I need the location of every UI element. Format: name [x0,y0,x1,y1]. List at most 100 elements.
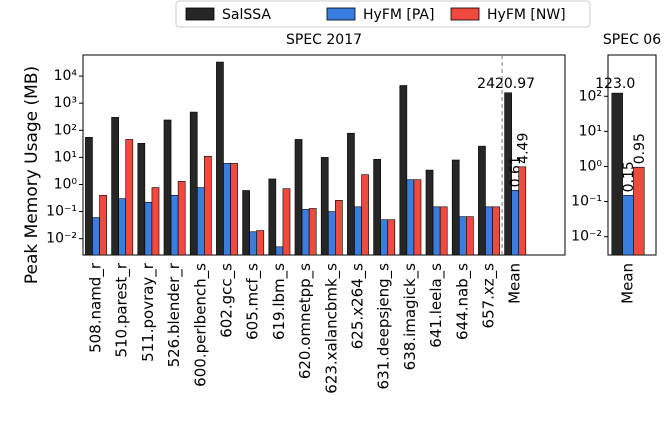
x-tick-label: 619.lbm_s [270,263,289,340]
legend-label: SalSSA [222,7,271,23]
value-label: 4.49 [515,133,531,164]
bar [361,174,369,256]
y-tick-label: 10² [579,88,602,104]
y-tick-label: 10¹ [579,123,602,139]
x-tick-label: 657.xz_s [480,263,499,329]
y-tick-label: 10⁰ [579,158,603,174]
x-tick-label: 631.deepsjeng_s [375,263,394,390]
bar [458,216,467,256]
bar [504,92,512,256]
bar [275,246,284,256]
bar [151,187,160,256]
bar [354,206,362,256]
bar [99,194,107,256]
bar [466,216,474,256]
bar [230,163,238,256]
bar [633,166,645,256]
bar [478,145,486,256]
bar [439,206,448,256]
bar [380,219,389,256]
y-tick-label: 10¹ [54,149,77,165]
x-tick-label: 508.namd_r [87,262,106,353]
legend-box [175,0,591,28]
bar [111,117,119,256]
x-tick-label: 602.gcc_s [218,263,237,338]
bar [399,85,408,256]
value-label: 0.15 [621,161,637,192]
bar [170,194,179,256]
bar [125,139,134,256]
bar [216,61,224,256]
bar [177,181,186,256]
bar [85,137,93,256]
y-tick-label: 10⁻¹ [46,204,77,220]
value-label: 123.0 [595,76,635,92]
x-tick-label: 510.parest_r [113,262,132,357]
x-tick-label: 511.povray_r [139,262,158,362]
value-label: 0.95 [632,133,648,164]
x-tick-label: 625.x264_s [349,263,368,349]
bar [268,178,277,256]
legend-label: HyFM [NW] [487,7,566,23]
bar [242,190,250,256]
bar [196,187,205,256]
bar [301,209,310,256]
y-tick-label: 10⁰ [54,176,78,192]
bar [282,188,291,256]
x-tick-label: 526.blender_r [165,262,184,367]
y-tick-label: 10³ [54,95,77,111]
bar [294,139,303,256]
x-tick-label: Mean [619,263,637,304]
x-tick-label: 644.nab_s [453,263,472,340]
bar [485,206,493,256]
panel-title: SPEC 2017 [286,32,362,48]
bar [137,143,146,256]
bar [425,169,434,256]
x-tick-label: 600.perlbench_s [191,263,210,387]
bar [327,211,336,256]
y-axis-label: Peak Memory Usage (MB) [22,66,42,284]
x-tick-label: 623.xalancbmk_s [322,263,341,394]
value-label: 2420.97 [477,76,535,92]
bar [118,198,127,256]
bar [320,157,329,256]
bar [249,231,258,256]
bar [387,219,396,256]
y-tick-label: 10⁴ [54,68,78,84]
bar [163,119,172,256]
bar [92,217,100,256]
bar [518,166,527,256]
x-tick-label: 641.leela_s [427,263,446,348]
bar [189,111,198,256]
bar [335,200,343,256]
bar [144,202,153,256]
y-tick-label: 10⁻² [46,231,77,247]
legend-label: HyFM [PA] [363,7,434,23]
bar [347,132,355,256]
bar [308,208,317,256]
bar [492,206,500,256]
x-tick-label: 605.mcf_s [244,263,263,340]
legend-swatch [326,7,356,21]
panel-title: SPEC 06 [603,32,661,48]
bar [511,190,520,256]
bar [413,179,422,256]
bar [432,206,441,256]
bar [406,179,415,256]
legend-swatch [185,7,215,21]
bar [204,155,212,256]
bar [256,230,265,256]
x-tick-label: 638.imagick_s [401,263,420,370]
bar [223,163,231,256]
bar [373,158,381,256]
bar [451,159,460,256]
x-tick-label: 620.omnetpp_s [296,263,315,379]
x-tick-label: Mean [506,263,524,304]
y-tick-label: 10⁻¹ [571,194,602,210]
bar [611,92,623,256]
legend-swatch [450,7,480,21]
y-tick-label: 10² [54,122,77,138]
bar [622,195,634,256]
y-tick-label: 10⁻² [571,229,602,245]
